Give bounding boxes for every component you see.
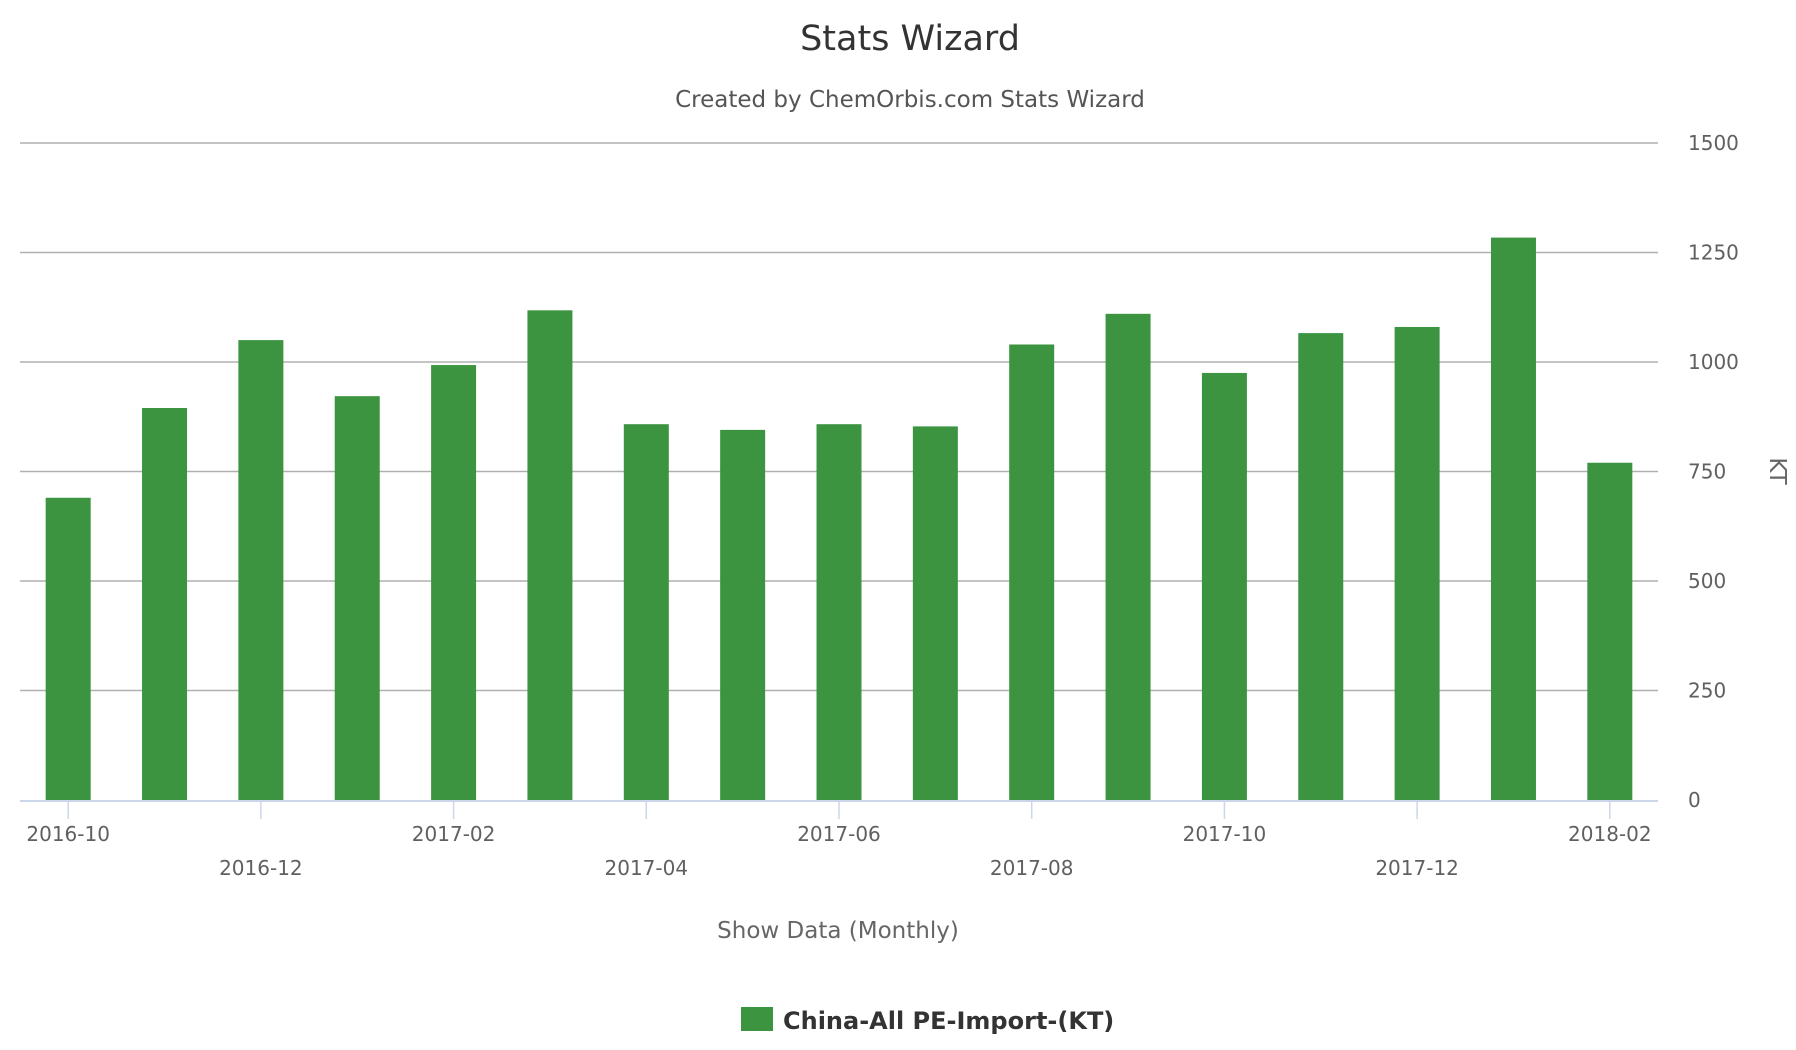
x-tick-label: 2018-02 (1568, 822, 1652, 846)
bar-2018-01[interactable] (1490, 237, 1536, 800)
bar-2017-01[interactable] (334, 396, 380, 800)
x-axis-title: Show Data (Monthly) (717, 918, 959, 944)
y-tick-label: 750 (1688, 460, 1726, 484)
bar-2016-11[interactable] (142, 407, 188, 800)
y-tick-label: 500 (1688, 569, 1726, 593)
x-tick-label: 2016-10 (26, 822, 110, 846)
bar-2017-06[interactable] (816, 424, 862, 800)
bar-2017-10[interactable] (1201, 372, 1247, 800)
x-tick-label: 2017-06 (797, 822, 881, 846)
bars (45, 237, 1633, 800)
bar-2016-12[interactable] (238, 340, 284, 800)
y-tick-label: 0 (1688, 788, 1701, 812)
bar-2017-05[interactable] (720, 429, 766, 800)
chart-subtitle: Created by ChemOrbis.com Stats Wizard (675, 87, 1145, 113)
x-tick-label: 2017-12 (1375, 856, 1459, 880)
bar-2017-09[interactable] (1105, 313, 1151, 800)
bar-2017-12[interactable] (1394, 326, 1440, 800)
y-tick-label: 1500 (1688, 131, 1739, 155)
bar-2017-08[interactable] (1009, 344, 1055, 800)
x-tick-label: 2017-08 (990, 856, 1074, 880)
y-tick-label: 1250 (1688, 241, 1739, 265)
bar-2016-10[interactable] (45, 497, 91, 800)
bar-2017-07[interactable] (912, 426, 958, 800)
bar-2017-03[interactable] (527, 310, 573, 800)
bar-2018-02[interactable] (1587, 462, 1633, 800)
bar-2017-04[interactable] (623, 424, 669, 800)
x-tick-label: 2017-10 (1183, 822, 1267, 846)
x-tick-label: 2017-04 (605, 856, 689, 880)
legend[interactable]: China-All PE-Import-(KT) (741, 1007, 1114, 1035)
legend-swatch (741, 1007, 773, 1031)
x-tick-label: 2017-02 (412, 822, 496, 846)
y-axis-ticks: 0 250 500 750 1000 1250 1500 (1688, 131, 1739, 812)
legend-label[interactable]: China-All PE-Import-(KT) (783, 1007, 1114, 1035)
x-axis-ticks: 2016-10 2016-12 2017-02 2017-04 2017-06 2017-… (26, 801, 1652, 880)
y-tick-label: 250 (1688, 679, 1726, 703)
bar-2017-02[interactable] (431, 365, 477, 800)
chart-title: Stats Wizard (800, 19, 1020, 59)
bar-2017-11[interactable] (1298, 333, 1344, 800)
x-tick-label: 2016-12 (219, 856, 303, 880)
y-axis-title: KT (1764, 457, 1790, 485)
y-tick-label: 1000 (1688, 350, 1739, 374)
